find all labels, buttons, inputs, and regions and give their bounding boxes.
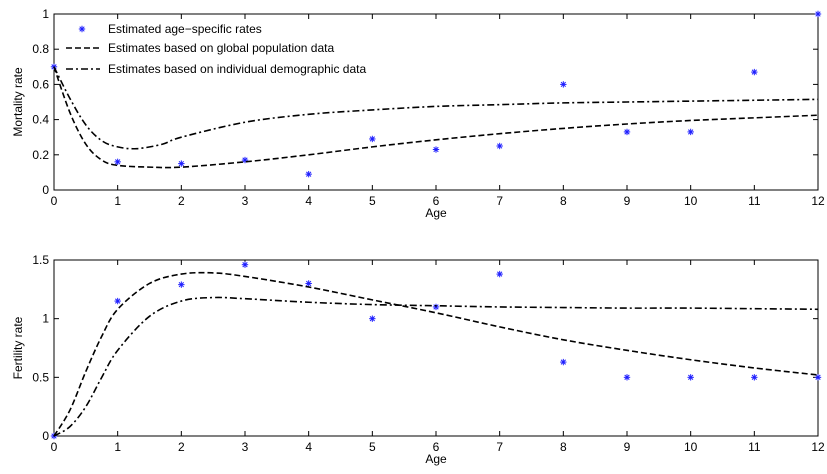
x-tick-label: 9 (624, 440, 631, 454)
subplot-mortality: 0 1 2 3 4 5 6 7 8 9 10 11 1200.20.40.60.81AgeMortali… (11, 7, 825, 220)
x-tick-label: 1 (114, 440, 121, 454)
y-tick-label: 0 (42, 183, 49, 197)
x-tick-label: 0 (51, 440, 58, 454)
data-point (496, 142, 503, 150)
data-point (496, 270, 503, 278)
x-tick-label: 11 (748, 194, 761, 208)
global-population-line (53, 66, 819, 169)
y-tick-label: 0.8 (32, 42, 49, 56)
x-tick-label: 2 (178, 440, 185, 454)
data-point (369, 315, 376, 322)
x-tick-label: 6 (433, 194, 440, 208)
x-tick-label: 4 (305, 194, 312, 208)
y-axis-label: Fertility rate (11, 316, 25, 379)
legend: Estimated age−specific rates Estimates ba… (66, 22, 366, 76)
x-tick-label: 3 (242, 194, 249, 208)
y-tick-label: 1.5 (32, 253, 49, 267)
x-tick-label: 10 (684, 194, 698, 208)
data-point (751, 374, 758, 381)
data-point (432, 146, 440, 153)
x-tick-label: 5 (369, 440, 376, 454)
y-tick-label: 0.4 (32, 113, 49, 127)
legend-marker (78, 25, 86, 33)
x-tick-label: 8 (560, 194, 567, 208)
y-tick-label: 0.2 (32, 148, 49, 162)
legend-label: Estimates based on individual demographi… (108, 62, 366, 76)
y-axis-label: Mortality rate (11, 67, 25, 137)
y-tick-label: 0.6 (32, 77, 49, 91)
legend-label: Estimates based on global population dat… (108, 41, 334, 55)
data-point (114, 158, 121, 166)
data-point (687, 128, 694, 136)
x-tick-label: 7 (496, 440, 503, 454)
data-point (623, 128, 631, 136)
x-axis-label: Age (425, 206, 447, 220)
x-tick-label: 3 (242, 440, 249, 454)
x-tick-label: 10 (684, 440, 698, 454)
legend-label: Estimated age−specific rates (108, 22, 262, 36)
x-tick-label: 8 (560, 440, 567, 454)
x-tick-label: 0 (51, 194, 58, 208)
data-point (178, 160, 185, 167)
individual-demographic-line (53, 66, 819, 150)
x-axis-label: Age (425, 452, 447, 466)
data-point (432, 303, 440, 311)
global-population-line (53, 271, 819, 437)
x-tick-label: 12 (811, 440, 825, 454)
data-point (114, 297, 121, 305)
y-tick-label: 1 (42, 312, 49, 326)
x-tick-label: 9 (624, 194, 631, 208)
x-tick-label: 4 (305, 440, 312, 454)
data-point (305, 280, 312, 287)
data-point (178, 281, 185, 288)
data-point (814, 374, 822, 381)
y-tick-label: 0.5 (32, 370, 49, 384)
axes-box (53, 259, 819, 437)
y-tick-label: 1 (42, 7, 49, 21)
data-point (305, 170, 312, 178)
x-tick-label: 5 (369, 194, 376, 208)
data-point (560, 358, 567, 366)
data-point (369, 135, 376, 143)
x-tick-label: 11 (748, 440, 761, 454)
y-tick-label: 0 (42, 429, 49, 443)
data-point (687, 374, 694, 381)
individual-demographic-line (53, 296, 819, 437)
x-tick-label: 7 (496, 194, 503, 208)
data-point (241, 261, 249, 268)
data-point (751, 68, 758, 76)
x-tick-label: 2 (178, 194, 185, 208)
data-point (814, 10, 822, 18)
data-point (623, 374, 631, 381)
data-point (560, 81, 567, 88)
x-tick-label: 1 (114, 194, 121, 208)
x-tick-label: 6 (433, 440, 440, 454)
x-tick-label: 12 (811, 194, 825, 208)
